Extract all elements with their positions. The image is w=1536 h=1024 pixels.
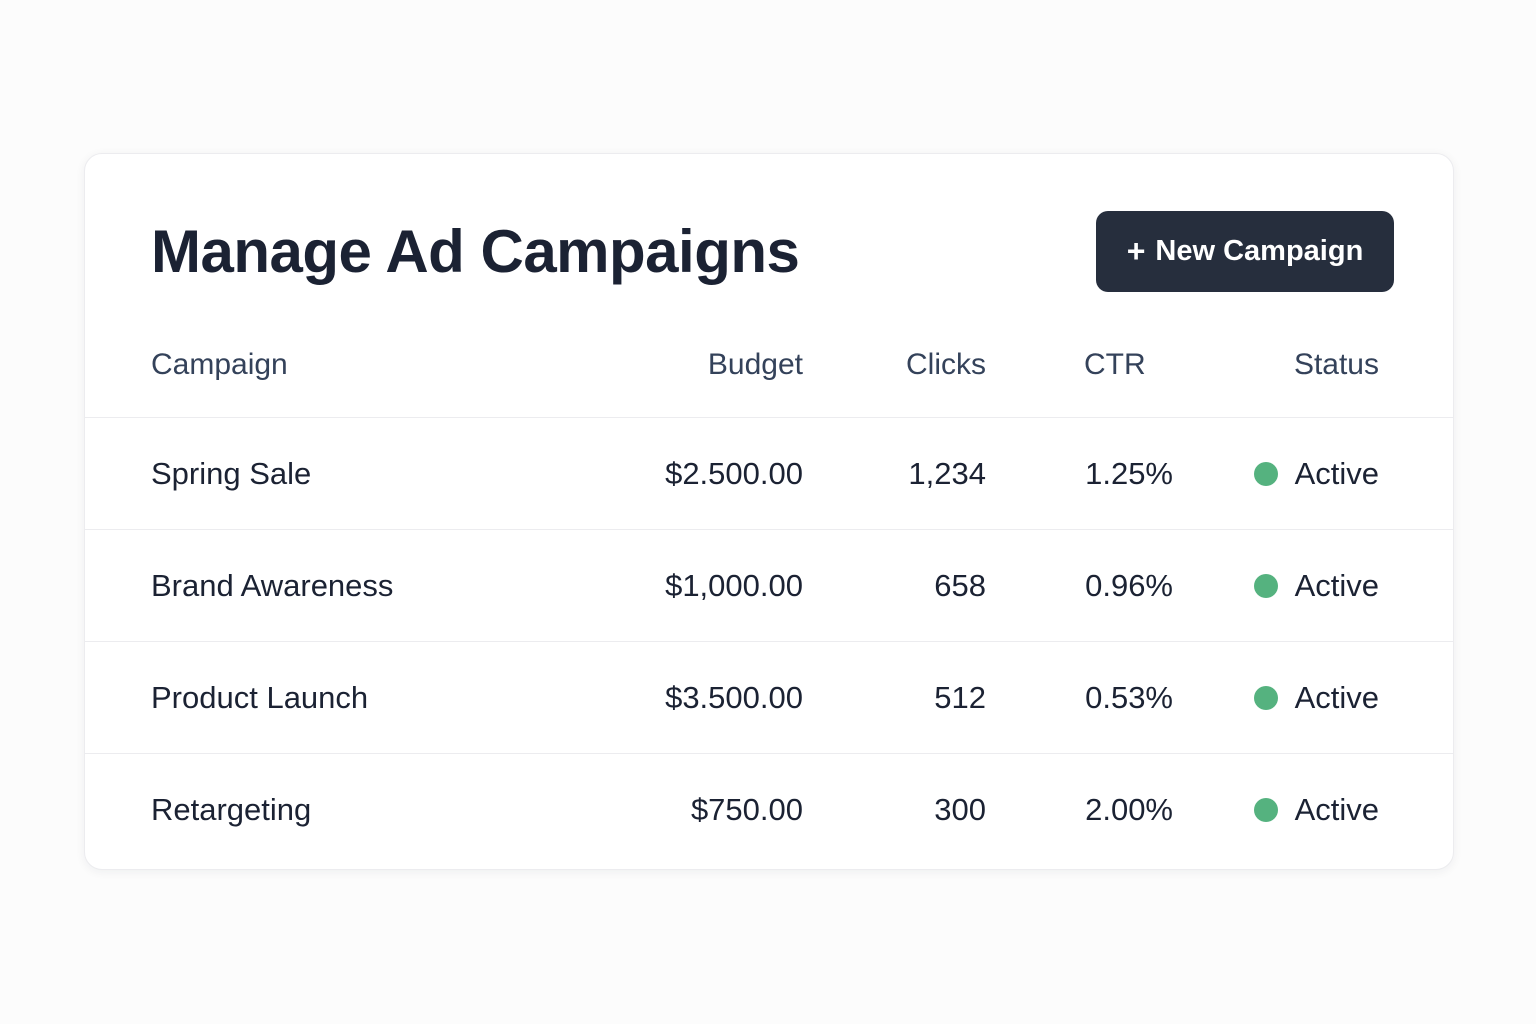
campaign-ctr: 0.96% — [1085, 567, 1173, 603]
campaigns-table: Campaign Budget Clicks CTR Status Spring… — [85, 324, 1453, 865]
campaign-clicks: 300 — [934, 791, 986, 827]
table-row[interactable]: Brand Awareness $1,000.00 658 0.96% Acti… — [85, 529, 1453, 641]
table-row[interactable]: Spring Sale $2.500.00 1,234 1.25% Active — [85, 417, 1453, 529]
status-badge: Active — [1253, 455, 1379, 492]
column-header-clicks[interactable]: Clicks — [906, 347, 986, 381]
campaigns-card: Manage Ad Campaigns + New Campaign Campa… — [84, 153, 1454, 870]
campaign-name[interactable]: Retargeting — [151, 791, 312, 827]
status-badge: Active — [1253, 679, 1379, 716]
table-row[interactable]: Retargeting $750.00 300 2.00% Active — [85, 753, 1453, 865]
table-header-row: Campaign Budget Clicks CTR Status — [85, 324, 1453, 417]
status-badge: Active — [1253, 567, 1379, 604]
campaign-budget: $1,000.00 — [665, 567, 803, 603]
campaign-clicks: 512 — [934, 679, 986, 715]
campaign-ctr: 2.00% — [1085, 791, 1173, 827]
status-label: Active — [1294, 567, 1379, 603]
status-label: Active — [1294, 679, 1379, 715]
page-title: Manage Ad Campaigns — [151, 218, 800, 285]
campaign-status: Active — [1235, 530, 1379, 641]
campaign-ctr: 0.53% — [1085, 679, 1173, 715]
campaign-clicks: 658 — [934, 567, 986, 603]
column-header-budget[interactable]: Budget — [707, 347, 803, 381]
status-label: Active — [1294, 455, 1379, 491]
status-badge: Active — [1253, 791, 1379, 828]
status-dot-icon — [1253, 461, 1278, 486]
campaign-name[interactable]: Spring Sale — [151, 455, 312, 491]
campaign-status: Active — [1235, 642, 1379, 753]
campaign-budget: $2.500.00 — [665, 455, 803, 491]
campaign-status: Active — [1235, 754, 1379, 865]
campaign-clicks: 1,234 — [908, 455, 986, 491]
column-header-campaign[interactable]: Campaign — [151, 347, 288, 381]
card-header: Manage Ad Campaigns + New Campaign — [85, 154, 1453, 324]
column-header-status[interactable]: Status — [1293, 347, 1379, 381]
plus-icon: + — [1126, 232, 1146, 269]
column-header-ctr[interactable]: CTR — [1084, 347, 1146, 381]
status-dot-icon — [1253, 685, 1278, 710]
new-campaign-button[interactable]: + New Campaign — [1096, 211, 1394, 292]
campaign-name[interactable]: Brand Awareness — [151, 567, 394, 603]
table-row[interactable]: Product Launch $3.500.00 512 0.53% Activ… — [85, 641, 1453, 753]
new-campaign-label: New Campaign — [1155, 235, 1364, 267]
campaign-name[interactable]: Product Launch — [151, 679, 369, 715]
campaign-ctr: 1.25% — [1085, 455, 1173, 491]
status-label: Active — [1294, 791, 1379, 827]
campaign-budget: $3.500.00 — [665, 679, 803, 715]
campaign-status: Active — [1235, 418, 1379, 529]
status-dot-icon — [1253, 797, 1278, 822]
status-dot-icon — [1253, 573, 1278, 598]
campaign-budget: $750.00 — [690, 791, 803, 827]
